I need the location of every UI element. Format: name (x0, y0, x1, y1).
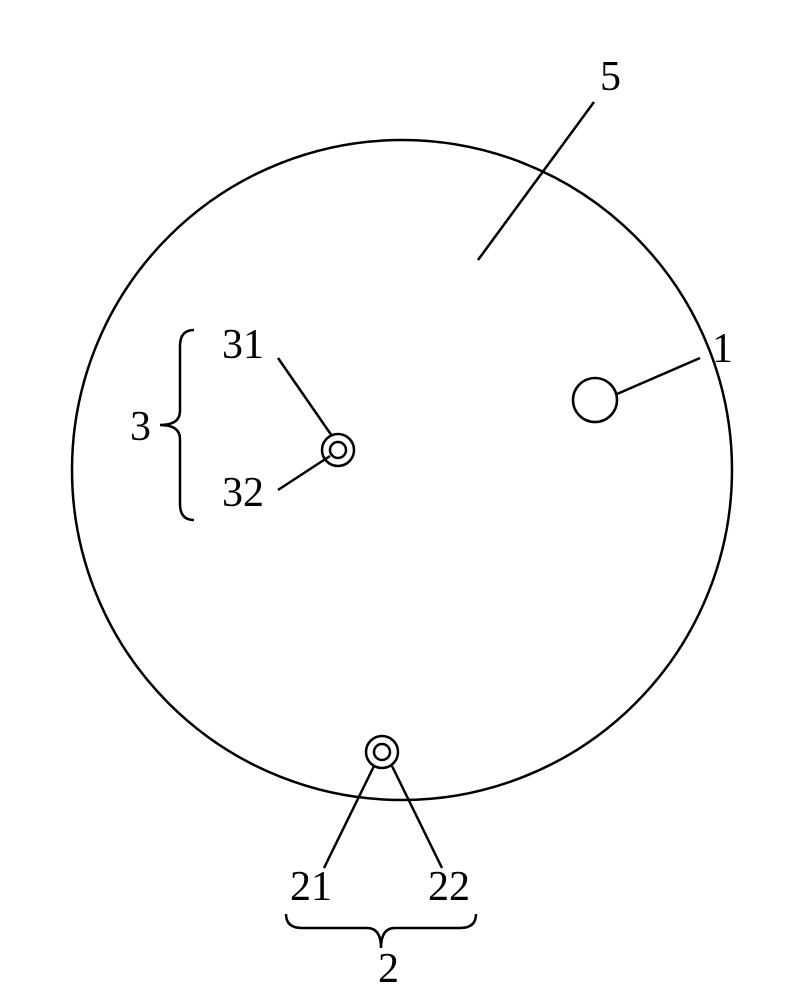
leader-line-0 (478, 102, 594, 260)
main-circle (72, 140, 732, 800)
leader-line-3 (278, 456, 330, 490)
node-1 (573, 378, 617, 422)
label-1: 1 (712, 326, 733, 372)
node-3-outer (322, 434, 354, 466)
label-22: 22 (428, 864, 470, 910)
diagram-svg: 513132321222 (0, 0, 804, 1000)
leader-line-5 (392, 766, 442, 868)
label-3: 3 (130, 404, 151, 450)
label-21: 21 (290, 864, 332, 910)
label-5: 5 (600, 54, 621, 100)
brace-3 (160, 330, 194, 520)
label-31: 31 (222, 322, 264, 368)
leader-line-2 (278, 358, 332, 436)
label-32: 32 (222, 470, 264, 516)
leader-line-1 (617, 358, 700, 394)
node-3-inner (330, 442, 346, 458)
node-2-outer (366, 736, 398, 768)
node-2-inner (374, 744, 390, 760)
leader-line-4 (324, 766, 374, 868)
brace-2 (286, 914, 476, 948)
label-2: 2 (378, 946, 399, 992)
